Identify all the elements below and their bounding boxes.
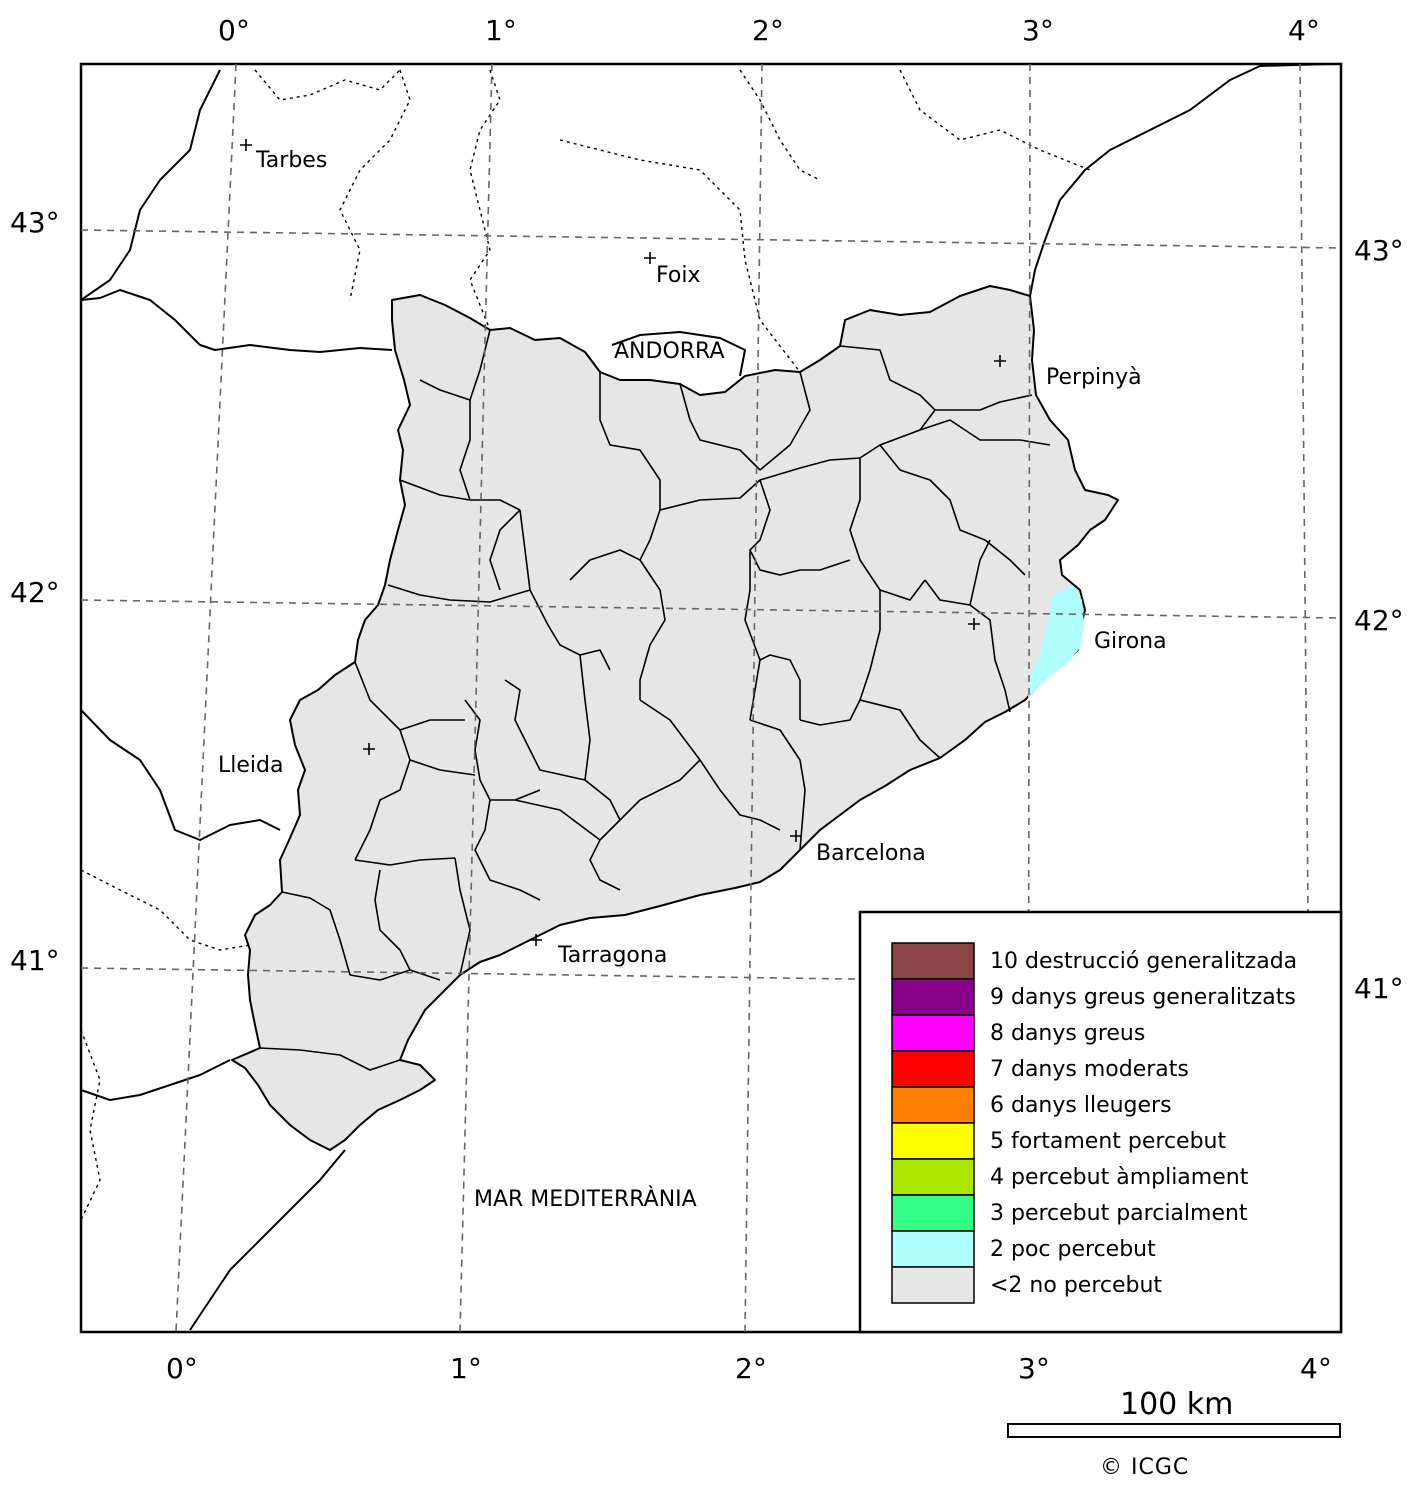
tick-label: 42° bbox=[1354, 604, 1404, 637]
national-borders bbox=[80, 63, 1331, 1331]
legend-label: 10 destrucció generalitzada bbox=[990, 949, 1297, 974]
place-label-barcelona: Barcelona bbox=[816, 841, 926, 866]
place-label-perpinya: Perpinyà bbox=[1046, 365, 1142, 390]
legend-label: 5 fortament percebut bbox=[990, 1129, 1226, 1154]
credit-label: © ICGC bbox=[1100, 1455, 1189, 1480]
left-latitude-labels: 43° 42° 41° bbox=[10, 206, 60, 977]
tick-label: 42° bbox=[10, 576, 60, 609]
legend-swatch bbox=[891, 1122, 975, 1160]
tick-label: 43° bbox=[10, 206, 60, 239]
regional-borders bbox=[80, 69, 1091, 1221]
place-label-tarbes: Tarbes bbox=[255, 148, 327, 173]
meridian-0 bbox=[175, 63, 237, 1333]
tick-label: 3° bbox=[1022, 14, 1054, 47]
legend-items: 10 destrucció generalitzada 9 danys greus… bbox=[891, 942, 1297, 1304]
tick-label: 2° bbox=[752, 14, 784, 47]
legend-label: 6 danys lleugers bbox=[990, 1093, 1172, 1118]
catalonia-land bbox=[231, 285, 1119, 1151]
legend-swatch bbox=[891, 1266, 975, 1304]
marker-perpinya bbox=[994, 355, 1006, 367]
marker-lleida bbox=[363, 743, 375, 755]
bottom-longitude-labels: 0° 1° 2° 3° 4° bbox=[166, 1352, 1332, 1385]
place-label-andorra: ANDORRA bbox=[614, 339, 725, 364]
tick-label: 4° bbox=[1288, 14, 1320, 47]
legend-label: 9 danys greus generalitzats bbox=[990, 985, 1296, 1010]
legend-label: 7 danys moderats bbox=[990, 1057, 1189, 1082]
tick-label: 43° bbox=[1354, 234, 1404, 267]
place-labels: Tarbes Foix ANDORRA Perpinyà Girona Llei… bbox=[218, 148, 1167, 1212]
tick-label: 2° bbox=[735, 1352, 767, 1385]
legend-swatch bbox=[891, 1050, 975, 1088]
parallel-42 bbox=[80, 599, 1342, 619]
meridian-2 bbox=[744, 63, 763, 1333]
tick-label: 41° bbox=[10, 944, 60, 977]
legend-swatch bbox=[891, 1230, 975, 1268]
legend-swatch bbox=[891, 978, 975, 1016]
legend-label: 4 percebut àmpliament bbox=[990, 1165, 1249, 1190]
top-longitude-labels: 0° 1° 2° 3° 4° bbox=[218, 14, 1320, 47]
place-label-girona: Girona bbox=[1094, 629, 1167, 654]
sea-label: MAR MEDITERRÀNIA bbox=[474, 1186, 697, 1212]
tick-label: 1° bbox=[485, 14, 517, 47]
marker-girona bbox=[968, 618, 980, 630]
right-latitude-labels: 43° 42° 41° bbox=[1354, 234, 1404, 1005]
marker-tarragona bbox=[530, 934, 542, 946]
marker-barcelona bbox=[790, 830, 802, 842]
meridian-1 bbox=[459, 63, 493, 1333]
affected-area bbox=[1028, 585, 1084, 698]
legend-label: 3 percebut parcialment bbox=[990, 1201, 1248, 1226]
legend: 10 destrucció generalitzada 9 danys greus… bbox=[858, 910, 1343, 1334]
parallel-41 bbox=[80, 967, 1342, 987]
tick-label: 4° bbox=[1300, 1352, 1332, 1385]
legend-swatch bbox=[891, 1158, 975, 1196]
tick-label: 0° bbox=[218, 14, 250, 47]
place-label-lleida: Lleida bbox=[218, 753, 283, 778]
place-markers bbox=[240, 139, 1006, 946]
legend-swatch bbox=[891, 1086, 975, 1124]
legend-label: 8 danys greus bbox=[990, 1021, 1145, 1046]
scale-label: 100 km bbox=[1120, 1387, 1233, 1422]
place-label-foix: Foix bbox=[656, 263, 700, 288]
tick-label: 3° bbox=[1018, 1352, 1050, 1385]
scale-bar-rect bbox=[1007, 1423, 1341, 1438]
scale-bar: 100 km bbox=[1007, 1387, 1341, 1438]
graticule bbox=[80, 63, 1342, 1333]
legend-swatch bbox=[891, 942, 975, 980]
tick-label: 1° bbox=[450, 1352, 482, 1385]
marker-tarbes bbox=[240, 139, 252, 151]
parallel-43 bbox=[80, 229, 1342, 249]
tick-label: 0° bbox=[166, 1352, 198, 1385]
comarca-boundaries bbox=[259, 329, 1051, 1071]
legend-swatch bbox=[891, 1194, 975, 1232]
legend-label: <2 no percebut bbox=[990, 1273, 1162, 1298]
tick-label: 41° bbox=[1354, 972, 1404, 1005]
marker-foix bbox=[644, 252, 656, 264]
legend-label: 2 poc percebut bbox=[990, 1237, 1156, 1262]
place-label-tarragona: Tarragona bbox=[557, 943, 667, 968]
legend-swatch bbox=[891, 1014, 975, 1052]
